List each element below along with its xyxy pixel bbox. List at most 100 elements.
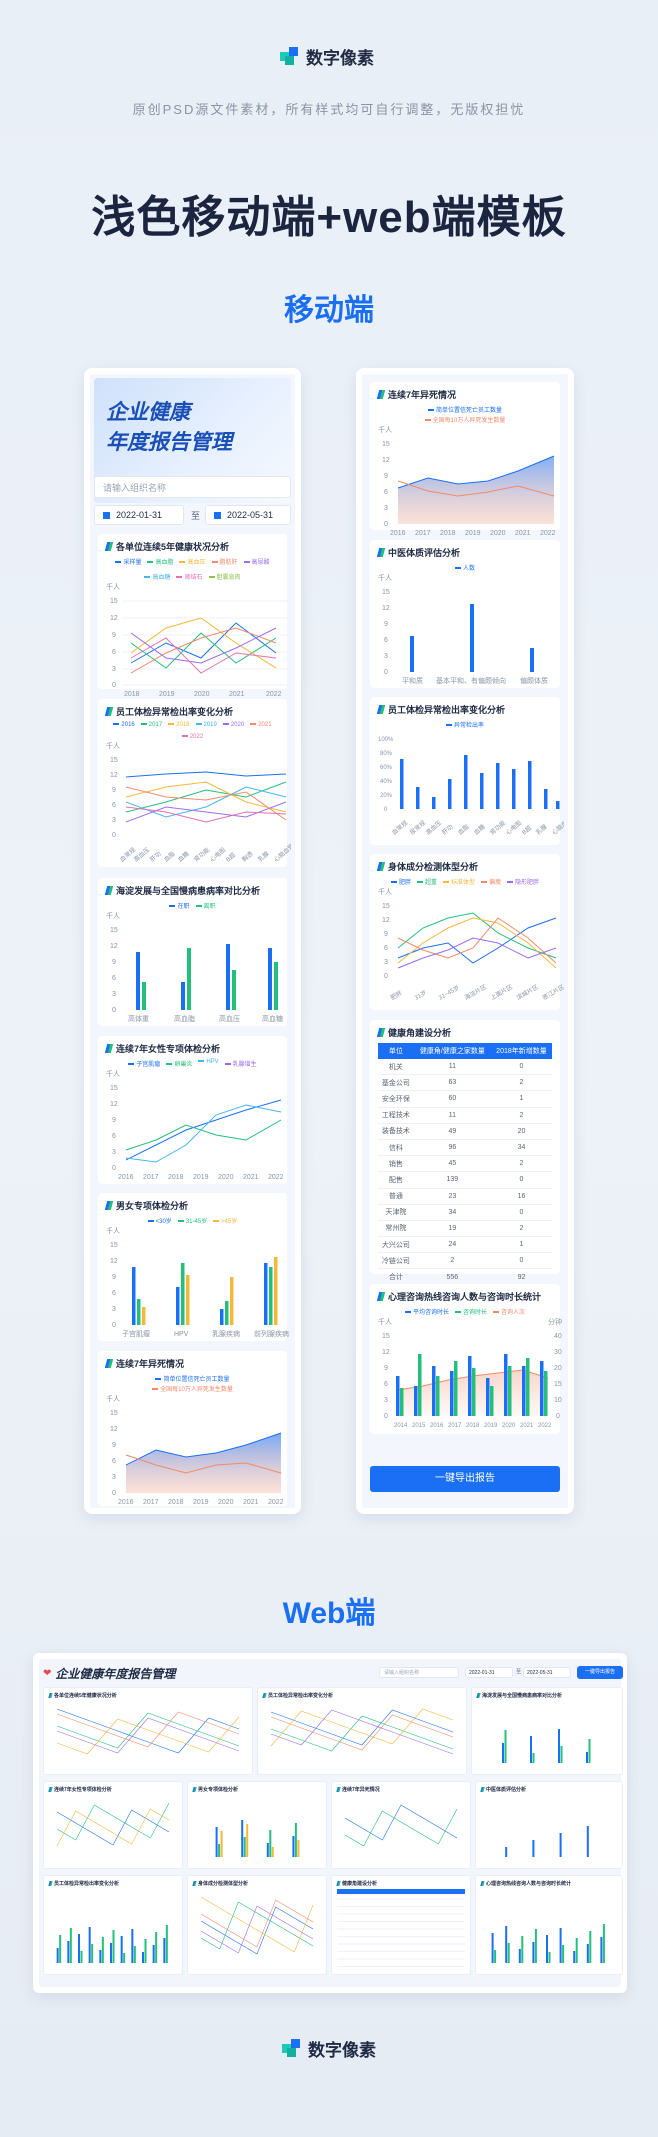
svg-text:0: 0 [112, 1007, 116, 1014]
search-placeholder: 请输入组织名称 [384, 1670, 420, 1676]
svg-text:2019: 2019 [193, 1499, 209, 1506]
legend-item: 咨询时长 [455, 1307, 487, 1316]
card-title: 海淀发展与全国慢病患病率对比分析 [104, 884, 279, 897]
svg-text:心电图: 心电图 [504, 819, 523, 837]
heart-icon: ❤ [43, 1668, 52, 1679]
card-title-text: 男女专项体检分析 [116, 1201, 189, 1211]
mobile-screen-right: 连续7年异死情况 简单位置信死亡员工数量 全国每10万人异死发生数量 千人 15… [356, 368, 574, 1514]
card-title: 连续7年异死情况 [104, 1357, 279, 1370]
web-card-title: 中医体质评估分析 [480, 1786, 617, 1793]
legend-item: 高血脂 [147, 557, 173, 566]
section-bar-icon [476, 1693, 481, 1698]
svg-text:2016: 2016 [390, 530, 406, 537]
x-label: 31~45岁 [437, 983, 461, 1001]
card-abnormal-rate: 员工体检异常检出率变化分析 2016 2017 2018 2019 2020 2… [98, 699, 296, 867]
svg-text:胸透: 胸透 [240, 850, 254, 864]
chart-bar [486, 1378, 490, 1416]
chart-bar [418, 1354, 422, 1416]
svg-text:B超: B超 [520, 824, 533, 837]
svg-text:15: 15 [382, 903, 390, 910]
table-cell: 2 [490, 1107, 552, 1124]
card-psych-hotline: 心理咨询热线咨询人数与咨询时长统计 平均咨询时长 咨询时长 咨询人次 千人 分钟 … [370, 1284, 562, 1434]
card-title-text: 连续7年女性专项体检分析 [116, 1044, 221, 1054]
web-date-end[interactable]: 2022-05-31 [523, 1667, 571, 1678]
svg-text:血糖: 血糖 [472, 823, 486, 837]
date-end-picker[interactable]: 2022-05-31 [205, 505, 291, 525]
legend-item: 2018 [168, 722, 189, 728]
chart-bar [468, 1356, 472, 1416]
svg-text:分钟: 分钟 [548, 1318, 562, 1326]
svg-text:20%: 20% [380, 793, 393, 799]
card-title-text: 中医体质评估分析 [388, 548, 461, 558]
chart-legend: 子宫肌瘤 卵巢炎 HPV 乳腺增生 [106, 1059, 279, 1068]
date-start-picker[interactable]: 2022-01-31 [94, 505, 184, 525]
svg-text:9: 9 [112, 1442, 116, 1449]
web-export-button[interactable]: 一键导出报告 [577, 1666, 623, 1679]
svg-text:2022: 2022 [268, 1499, 284, 1506]
x-label: 31岁 [413, 988, 428, 1001]
chart-bar [508, 1366, 512, 1416]
legend-item: 全国每10万人异死发生数量 [425, 415, 506, 424]
legend-item: 在职 [169, 901, 189, 910]
web-chart [337, 1889, 465, 1967]
chart-legend: 在职 离职 [106, 901, 279, 910]
card-health-corner: 健康角建设分析 单位 健康角/健康之家数量 2018年新增数量 机关 11 0 基金公… [370, 1020, 560, 1286]
svg-text:40%: 40% [380, 779, 393, 785]
svg-text:3: 3 [112, 666, 116, 673]
svg-text:2021: 2021 [515, 530, 531, 537]
table-cell: 基金公司 [378, 1074, 414, 1092]
export-report-button[interactable]: 一键导出报告 [370, 1466, 560, 1492]
table-cell: 信科 [378, 1139, 414, 1157]
table-cell: 11 [413, 1107, 491, 1124]
svg-text:9: 9 [112, 787, 116, 794]
table-row: 冷链公司 2 0 [378, 1252, 552, 1270]
legend-item: 平均咨询时长 [405, 1307, 449, 1316]
calendar-icon [214, 511, 221, 519]
svg-text:B超: B超 [224, 851, 237, 864]
card-title: 连续7年异死情况 [376, 388, 552, 401]
svg-text:15: 15 [110, 757, 118, 764]
table-row: 工程技术 11 2 [378, 1107, 552, 1124]
section-bar-icon [48, 1881, 53, 1886]
chart-bar [540, 1361, 544, 1416]
web-search-input[interactable]: 请输入组织名称 [379, 1667, 459, 1678]
section-bar-icon [376, 1028, 386, 1037]
date-start-value: 2022-01-31 [469, 1669, 495, 1676]
svg-text:6: 6 [112, 975, 116, 982]
svg-text:千人: 千人 [106, 1395, 120, 1403]
card-gender-exam: 男女专项体检分析 <30岁 31-45岁 >45岁 千人 15 12 9 6 3 0 子宫… [98, 1193, 289, 1341]
svg-text:12: 12 [110, 772, 118, 779]
x-label: 基本平和、有偏颇倾向 [436, 676, 506, 685]
svg-text:千人: 千人 [106, 912, 120, 920]
chart-bar [504, 1354, 508, 1416]
section-bar-icon [192, 1787, 197, 1792]
web-chart [200, 1896, 314, 1955]
logo-icon [280, 46, 300, 67]
svg-text:血脂: 血脂 [162, 850, 176, 864]
svg-text:2015: 2015 [412, 1423, 426, 1429]
table-row: 大兴公司 24 1 [378, 1236, 552, 1254]
header-title-line2: 年度报告管理 [106, 431, 232, 454]
table-header: 2018年新增数量 [490, 1043, 552, 1059]
svg-text:2021: 2021 [520, 1423, 534, 1429]
date-separator: 至 [516, 1669, 522, 1675]
web-card-title-text: 连续7年异死情况 [342, 1787, 380, 1793]
svg-text:心脑血管: 心脑血管 [550, 815, 564, 837]
card-title-text: 连续7年异死情况 [116, 1359, 185, 1369]
svg-text:2017: 2017 [143, 1499, 159, 1506]
svg-text:10: 10 [554, 1397, 562, 1404]
svg-text:2018: 2018 [124, 691, 140, 698]
section-bar-icon [376, 862, 386, 871]
chart-legend: <30岁 31-45岁 >45岁 [106, 1216, 279, 1225]
svg-text:千人: 千人 [378, 574, 392, 582]
section-web-title: Web端 [282, 1597, 376, 1630]
card-title: 连续7年女性专项体检分析 [104, 1042, 279, 1055]
legend-item: 2022 [182, 734, 203, 740]
web-date-start[interactable]: 2022-01-31 [465, 1667, 513, 1678]
legend-item: 乳腺增生 [225, 1059, 257, 1068]
svg-text:0: 0 [112, 682, 116, 689]
chart-bar [544, 1371, 548, 1416]
org-search-input[interactable]: 请输入组织名称 [94, 476, 291, 498]
svg-text:2017: 2017 [143, 1174, 159, 1181]
card-title-text: 身体成分检测体型分析 [388, 862, 479, 872]
